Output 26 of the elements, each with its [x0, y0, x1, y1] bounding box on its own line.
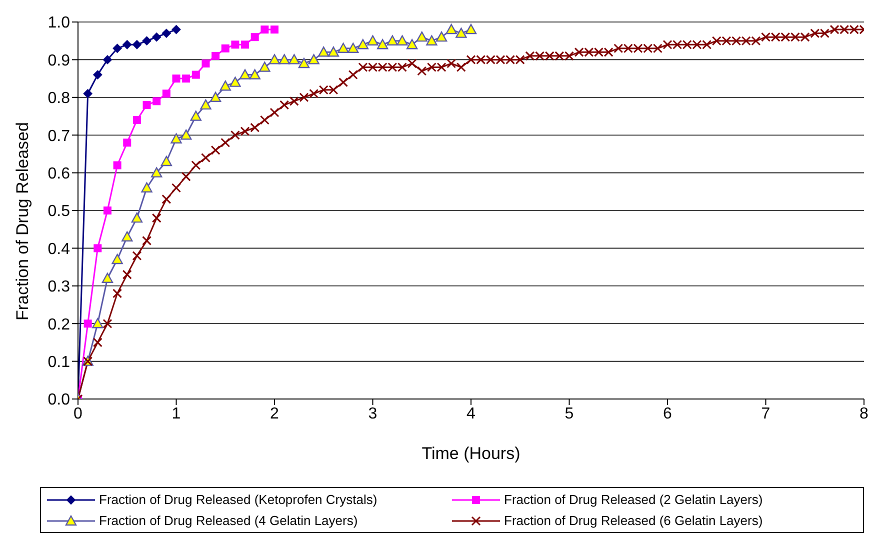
y-tick-label: 0.8: [48, 90, 70, 108]
y-tick-label: 0.1: [48, 354, 70, 371]
y-tick-label: 0.6: [48, 165, 70, 182]
y-tick-label: 0.3: [48, 278, 70, 296]
y-tick-label: 0.5: [48, 203, 70, 220]
x-tick-label: 6: [663, 405, 672, 422]
x-tick-label: 7: [761, 405, 770, 422]
legend-label: Fraction of Drug Released (4 Gelatin Layers): [99, 513, 358, 528]
y-tick-label: 0.4: [48, 240, 70, 258]
x-tick-label: 3: [368, 405, 378, 422]
x-tick-label: 1: [172, 405, 181, 422]
y-tick-label: 0.0: [48, 392, 70, 409]
y-tick-label: 0.9: [48, 52, 70, 70]
x-tick-label: 4: [466, 405, 476, 422]
y-tick-label: 0.7: [48, 128, 70, 145]
x-tick-label: 5: [564, 405, 574, 422]
x-tick-label: 8: [860, 405, 869, 422]
x-axis-title: Time (Hours): [422, 444, 520, 463]
legend-label: Fraction of Drug Released (Ketoprofen Crystals): [99, 492, 378, 507]
y-tick-label: 0.2: [48, 316, 70, 334]
y-axis-title: Fraction of Drug Released: [13, 122, 32, 320]
y-tick-label: 1.0: [48, 14, 70, 32]
legend-label: Fraction of Drug Released (2 Gelatin Layers): [504, 492, 763, 507]
legend-label: Fraction of Drug Released (6 Gelatin Layers): [504, 513, 763, 528]
x-tick-label: 0: [74, 405, 83, 422]
x-tick-label: 2: [270, 405, 280, 422]
